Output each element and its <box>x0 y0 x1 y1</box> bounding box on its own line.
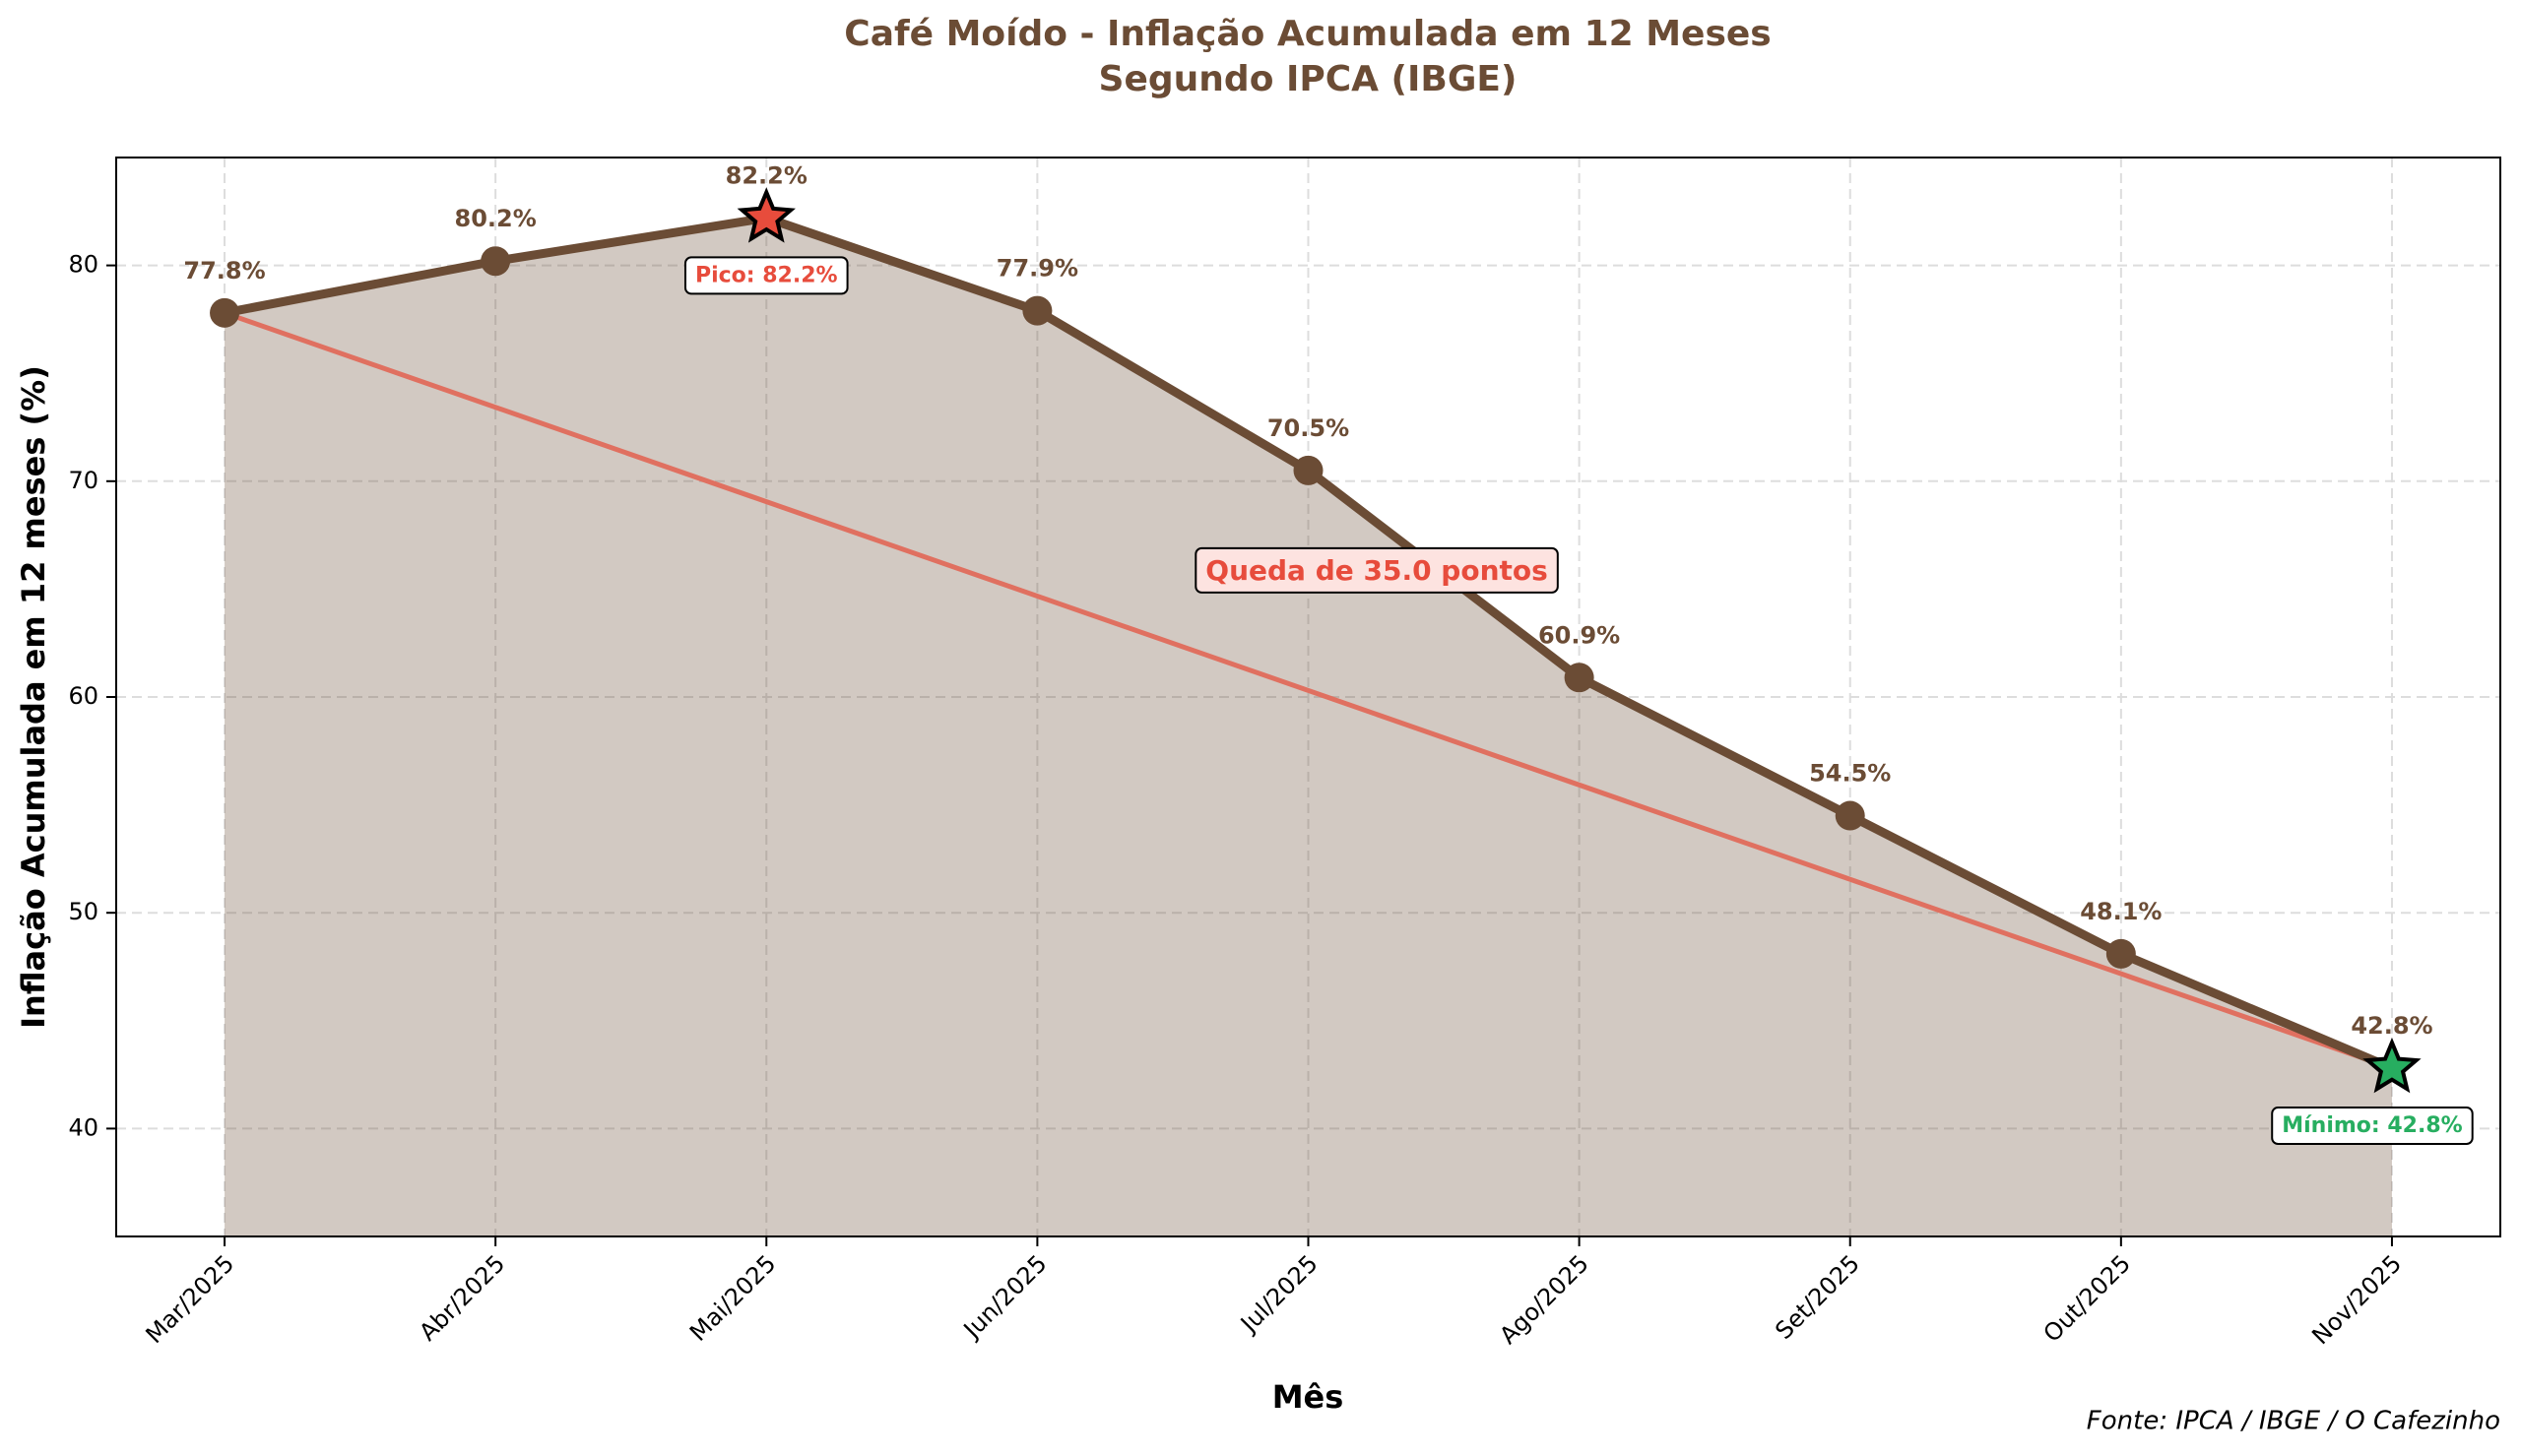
y-tick-label: 70 <box>68 467 98 494</box>
data-label: 42.8% <box>2351 1012 2432 1040</box>
peak-annotation: Pico: 82.2% <box>683 256 849 295</box>
data-label: 54.5% <box>1809 760 1891 788</box>
marker <box>1835 800 1865 831</box>
marker <box>2105 938 2136 969</box>
drop-annotation: Queda de 35.0 pontos <box>1195 546 1559 594</box>
data-label: 80.2% <box>455 205 537 232</box>
y-tick-label: 80 <box>68 251 98 279</box>
data-label: 48.1% <box>2080 898 2162 925</box>
min-annotation-text: Mínimo: 42.8% <box>2282 1113 2462 1138</box>
x-axis-label: Mês <box>1272 1378 1344 1416</box>
trend-line <box>224 310 2393 1071</box>
y-tick-label: 50 <box>68 898 98 925</box>
y-axis-label: Inflação Acumulada em 12 meses (%) <box>15 365 52 1029</box>
chart-subtitle: Segundo IPCA (IBGE) <box>1099 59 1518 99</box>
drop-annotation-text: Queda de 35.0 pontos <box>1205 554 1548 587</box>
marker-star <box>737 187 796 243</box>
peak-annotation-text: Pico: 82.2% <box>695 263 838 287</box>
data-label: 82.2% <box>726 161 808 189</box>
data-label: 70.5% <box>1267 414 1349 442</box>
data-label: 60.9% <box>1538 621 1620 649</box>
marker <box>1293 455 1324 485</box>
drop-annotation-box <box>1195 546 1559 594</box>
marker <box>481 246 511 277</box>
data-label: 77.9% <box>997 255 1078 283</box>
y-tick-label: 60 <box>68 682 98 710</box>
marker <box>1022 295 1053 326</box>
min-annotation: Mínimo: 42.8% <box>2271 1107 2474 1146</box>
chart-title: Café Moído - Inflação Acumulada em 12 Me… <box>844 14 1771 54</box>
plot-frame <box>115 157 2501 1237</box>
y-tick-label: 40 <box>68 1113 98 1141</box>
data-label: 77.8% <box>183 257 265 285</box>
marker <box>210 297 240 328</box>
area <box>225 218 2392 1237</box>
source-note: Fonte: IPCA / IBGE / O Cafezinho <box>2087 1407 2500 1436</box>
marker-star <box>2362 1037 2422 1094</box>
marker <box>1564 663 1594 693</box>
peak-annotation-box <box>683 256 849 295</box>
min-annotation-box <box>2271 1107 2474 1146</box>
